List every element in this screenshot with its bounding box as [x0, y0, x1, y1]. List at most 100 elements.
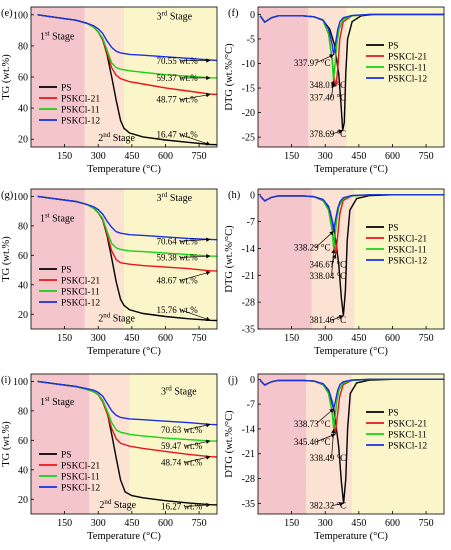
stage-number: 2: [98, 133, 103, 144]
stage-label: 3rd Stage: [156, 191, 192, 204]
plot-frame: [257, 6, 445, 148]
stage-ordinal: rd: [166, 385, 172, 393]
x-tick-label: 600: [158, 518, 173, 529]
x-axis-label: Temperature (°C): [314, 346, 388, 357]
annotation-label: 48.74 wt.%: [161, 457, 203, 467]
y-tick-label: 40: [18, 465, 28, 476]
legend-label: PSKCl-11: [61, 473, 100, 483]
x-tick-label: 300: [318, 333, 333, 344]
legend-label: PS: [388, 409, 399, 419]
series-group: [37, 380, 217, 506]
y-tick-label: -21: [242, 449, 255, 460]
x-tick-label: 750: [419, 151, 434, 162]
annotation-arrow: [184, 424, 211, 431]
annotation-arrowhead: [339, 501, 344, 507]
stage-number: 1: [40, 32, 45, 43]
stage-word: Stage: [172, 387, 197, 398]
series-group: [37, 14, 217, 146]
panel-label: (i): [1, 375, 11, 386]
y-tick-label: -7: [247, 217, 255, 228]
x-axis-label: Temperature (°C): [87, 346, 161, 357]
series-group: [259, 13, 444, 131]
annotation-arrow: [184, 504, 211, 507]
y-tick-label: -10: [242, 59, 255, 70]
legend-label: PSKCl-12: [388, 257, 427, 267]
annotation-label: 381.46 °C: [310, 315, 347, 325]
y-tick-label: 100: [13, 192, 28, 203]
y-tick-label: -20: [242, 108, 255, 119]
annotation-arrowhead: [205, 455, 211, 460]
panel-j: 150 300 450 600 750 0 -7 -14 -21 -28 -35 Temperatur…: [224, 373, 445, 542]
annotation-label: 345.40 °C: [294, 437, 331, 447]
annotation-arrow: [180, 309, 211, 321]
y-tick-label: 100: [13, 10, 28, 21]
annotation-label: 378.69 °C: [310, 129, 347, 139]
x-tick-label: 150: [57, 518, 72, 529]
series-group: [37, 195, 217, 322]
series-line-pskcl-12: [37, 195, 217, 241]
annotation-label: 59.47 wt.%: [161, 441, 203, 451]
panel-g: 150 300 450 600 750 20 40 60 80 100 Temperature (°…: [1, 188, 218, 357]
legend-label: PSKCl-21: [61, 462, 100, 472]
annotation-arrow: [184, 440, 211, 447]
panel-label: (h): [228, 190, 241, 201]
stage-label: 1st Stage: [40, 395, 75, 408]
annotation-arrowhead: [205, 141, 211, 146]
y-tick-label: -28: [242, 298, 255, 309]
annotation-arrow: [180, 271, 211, 281]
stage-ordinal: st: [45, 211, 50, 219]
legend-label: PSKCl-11: [388, 431, 427, 441]
y-axis-label: DTG (wt.%/°C): [224, 225, 235, 293]
legend-label: PSKCl-21: [388, 235, 427, 245]
annotation-label: 338.04 °C: [310, 271, 347, 281]
annotation-arrowhead: [206, 58, 211, 63]
x-tick-label: 600: [385, 333, 400, 344]
annotation-arrowhead: [206, 254, 211, 259]
y-tick-label: -14: [242, 424, 255, 435]
panel-label: (e): [1, 8, 13, 19]
stage-word: Stage: [167, 193, 192, 204]
y-tick-label: 20: [18, 495, 28, 506]
y-tick-label: -7: [247, 400, 255, 411]
x-tick-label: 750: [419, 518, 434, 529]
stage-region-3: [346, 7, 444, 147]
y-axis-label: TG (wt.%): [1, 236, 12, 282]
stage-label: 3rd Stage: [161, 385, 197, 398]
stage-number: 3: [161, 387, 166, 398]
x-tick-label: 450: [124, 151, 139, 162]
series-line-pskcl-12: [259, 194, 444, 232]
y-tick-label: -14: [242, 244, 255, 255]
x-tick-label: 450: [124, 333, 139, 344]
series-line-pskcl-12: [37, 14, 217, 62]
x-tick-label: 600: [385, 151, 400, 162]
stage-label: 2nd Stage: [99, 498, 136, 511]
y-tick-label: -5: [247, 34, 255, 45]
stage-label: 2nd Stage: [98, 131, 135, 144]
x-tick-label: 300: [318, 151, 333, 162]
plot-frame: [30, 373, 218, 515]
annotation-arrowhead: [338, 314, 344, 320]
y-tick-label: 0: [250, 190, 255, 201]
plot-frame: [257, 188, 445, 330]
y-tick-label: -28: [242, 474, 255, 485]
stage-region-1: [31, 374, 90, 514]
stage-number: 3: [156, 193, 161, 204]
stage-word: Stage: [111, 500, 136, 511]
series-line-pskcl-12: [37, 380, 217, 426]
y-axis-label: DTG (wt.%/°C): [224, 43, 235, 111]
annotation-arrowhead: [330, 80, 336, 85]
y-axis-label: TG (wt.%): [1, 54, 12, 100]
stage-region-1: [258, 7, 309, 147]
annotation-arrowhead: [331, 428, 336, 434]
annotation-label: 337.97 °C: [294, 58, 331, 68]
stage-number: 1: [40, 397, 45, 408]
stage-region-3: [352, 374, 444, 514]
legend-label: PS: [388, 42, 399, 52]
annotation-arrowhead: [206, 502, 211, 508]
annotation-arrowhead: [205, 423, 211, 428]
annotation-arrow: [331, 249, 335, 277]
annotation-label: 48.67 wt.%: [156, 275, 198, 285]
x-tick-label: 300: [91, 333, 106, 344]
stage-region-3: [354, 189, 444, 329]
annotation-arrowhead: [206, 237, 211, 242]
